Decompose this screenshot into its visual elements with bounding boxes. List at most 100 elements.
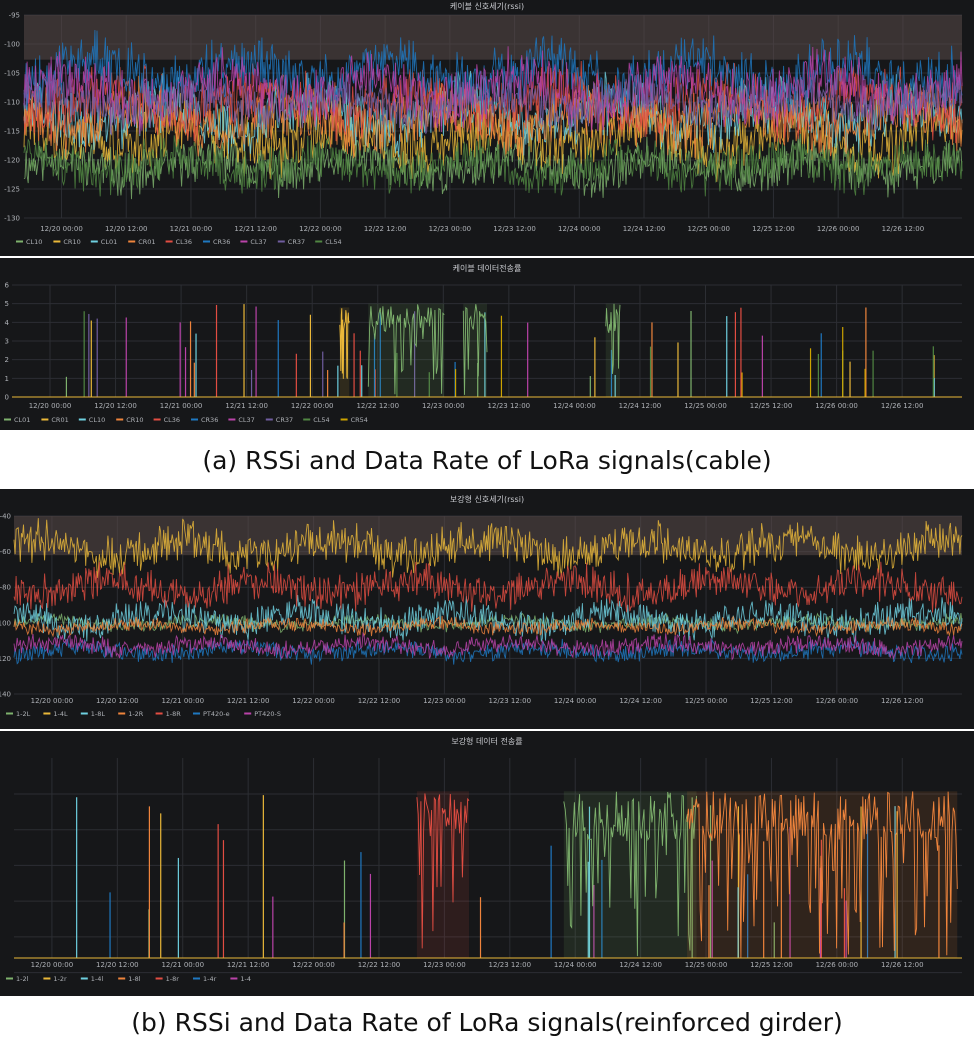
legend-label: 1-4r (203, 975, 217, 983)
x-tick-label: 12/25 00:00 (684, 402, 727, 410)
series-line-1-4L (13, 518, 963, 578)
series-line-CL54 (23, 135, 963, 197)
x-tick-label: 12/20 12:00 (94, 402, 137, 410)
series-line-CL37 (23, 46, 963, 135)
caption-b: (b) RSSi and Data Rate of LoRa signals(r… (131, 1008, 843, 1037)
x-tick-label: 12/23 12:00 (493, 225, 536, 233)
legend-label: CL36 (176, 238, 192, 246)
legend-label: 1-2L (16, 710, 31, 718)
series-line-1-8L (13, 594, 963, 643)
legend-label: CR01 (138, 238, 155, 246)
cable-rate-panel: 케이블 데이터전송률 12/20 00:00 12/20 12:00 12/21 0… (0, 258, 974, 430)
grid-and-axes: 12/20 00:00 12/20 12:00 12/21 00:00 12/21 1… (5, 282, 962, 410)
x-tick-label: 12/23 00:00 (422, 402, 465, 410)
legend: CL01 CR01 CL10 CR10 CL36 CR36 CL37 CR37 CL54 CR54 (4, 416, 368, 424)
x-tick-label: 12/25 12:00 (752, 225, 795, 233)
x-tick-label: 12/20 00:00 (31, 961, 74, 969)
girder-rssi-panel: 보강형 신호세기(rssi) 12/20 00:00 12/20 12:00 12/… (0, 489, 974, 729)
y-tick-label: -125 (4, 186, 20, 194)
x-tick-label: 12/24 00:00 (553, 402, 596, 410)
legend-label: 1-2r (53, 975, 67, 983)
y-tick-label: 6 (5, 282, 10, 290)
x-tick-label: 12/21 00:00 (161, 697, 204, 705)
x-tick-label: 12/23 00:00 (429, 225, 472, 233)
x-tick-label: 12/25 12:00 (750, 697, 793, 705)
legend-label: 1-4L (53, 710, 68, 718)
x-tick-label: 12/20 12:00 (96, 961, 139, 969)
grid-and-axes: 12/20 00:00 12/20 12:00 12/21 00:00 12/21 1… (14, 758, 962, 974)
burst-line-1-2l (563, 791, 698, 957)
x-tick-label: 12/26 12:00 (881, 402, 924, 410)
x-tick-label: 12/24 00:00 (558, 225, 601, 233)
y-tick-label: -120 (0, 655, 11, 663)
legend-label: 1-4 (240, 975, 251, 983)
legend-label: 1-8r (166, 975, 180, 983)
x-tick-label: 12/20 00:00 (29, 402, 72, 410)
y-tick-label: 1 (5, 375, 9, 383)
y-tick-label: 4 (5, 319, 10, 327)
cable-rate-chart: 12/20 00:00 12/20 12:00 12/21 00:00 12/21 1… (4, 282, 962, 424)
y-tick-label: 0 (5, 394, 9, 402)
y-tick-label: 3 (5, 338, 9, 346)
x-tick-label: 12/25 00:00 (687, 225, 730, 233)
legend-label: CL54 (325, 238, 341, 246)
x-tick-label: 12/21 00:00 (161, 961, 204, 969)
x-tick-label: 12/26 12:00 (881, 961, 924, 969)
x-tick-label: 12/21 12:00 (227, 961, 270, 969)
y-tick-label: -95 (9, 12, 20, 20)
legend-label: CL54 (313, 416, 329, 424)
x-tick-label: 12/25 12:00 (750, 961, 793, 969)
burst-line-1-8l (686, 791, 958, 958)
legend: 1-2L 1-4L 1-8L 1-2R 1-8R PT420-e PT420-S (6, 710, 281, 718)
girder-rate-chart: 12/20 00:00 12/20 12:00 12/21 00:00 12/21 1… (6, 758, 962, 983)
x-tick-label: 12/23 00:00 (423, 697, 466, 705)
threshold-band (24, 15, 962, 60)
x-tick-label: 12/26 00:00 (816, 961, 859, 969)
x-tick-label: 12/26 12:00 (882, 225, 925, 233)
legend-label: CR10 (63, 238, 80, 246)
caption-a: (a) RSSi and Data Rate of LoRa signals(c… (202, 446, 772, 475)
x-tick-label: 12/26 12:00 (881, 697, 924, 705)
chart-title: 보강형 신호세기(rssi) (449, 495, 525, 504)
x-tick-label: 12/22 00:00 (291, 402, 334, 410)
x-tick-label: 12/26 00:00 (816, 697, 859, 705)
y-tick-label: -40 (0, 513, 11, 521)
y-tick-label: -130 (4, 215, 20, 223)
y-tick-label: -100 (4, 41, 20, 49)
x-tick-label: 12/22 00:00 (292, 697, 335, 705)
x-tick-label: 12/21 00:00 (160, 402, 203, 410)
x-tick-label: 12/26 00:00 (815, 402, 858, 410)
x-tick-label: 12/22 12:00 (364, 225, 407, 233)
x-tick-label: 12/24 00:00 (554, 961, 597, 969)
x-tick-label: 12/24 12:00 (619, 402, 662, 410)
x-tick-label: 12/25 00:00 (685, 697, 728, 705)
legend-label: CL01 (101, 238, 117, 246)
x-tick-label: 12/23 12:00 (489, 961, 532, 969)
legend: 1-2l 1-2r 1-4l 1-8l 1-8r 1-4r 1-4 (6, 975, 251, 983)
legend-label: CR37 (288, 238, 305, 246)
x-tick-label: 12/25 00:00 (685, 961, 728, 969)
series-line-PT420-S (13, 631, 963, 661)
legend-label: CR10 (126, 416, 143, 424)
legend: CL10 CR10 CL01 CR01 CL36 CR36 CL37 CR37 CL54 (16, 238, 342, 246)
y-tick-label: -120 (4, 157, 20, 165)
x-tick-label: 12/20 12:00 (105, 225, 148, 233)
series-line-CL10 (23, 132, 963, 200)
legend-label: 1-4l (91, 975, 104, 983)
legend-label: PT420-S (254, 710, 281, 718)
legend-label: 1-8R (166, 710, 182, 718)
y-tick-label: 2 (5, 356, 9, 364)
x-tick-label: 12/23 12:00 (489, 697, 532, 705)
girder-rssi-chart: 12/20 00:00 12/20 12:00 12/21 00:00 12/21 1… (0, 513, 963, 718)
legend-label: 1-8l (128, 975, 141, 983)
chart-title: 케이블 데이터전송률 (452, 264, 522, 273)
x-tick-label: 12/24 12:00 (619, 697, 662, 705)
y-tick-label: -140 (0, 691, 11, 699)
legend-label: CR54 (351, 416, 368, 424)
x-tick-label: 12/22 12:00 (358, 697, 401, 705)
x-tick-label: 12/26 00:00 (817, 225, 860, 233)
x-tick-label: 12/20 00:00 (40, 225, 83, 233)
x-tick-label: 12/24 00:00 (554, 697, 597, 705)
x-tick-label: 12/21 12:00 (234, 225, 277, 233)
x-tick-label: 12/21 12:00 (227, 697, 270, 705)
